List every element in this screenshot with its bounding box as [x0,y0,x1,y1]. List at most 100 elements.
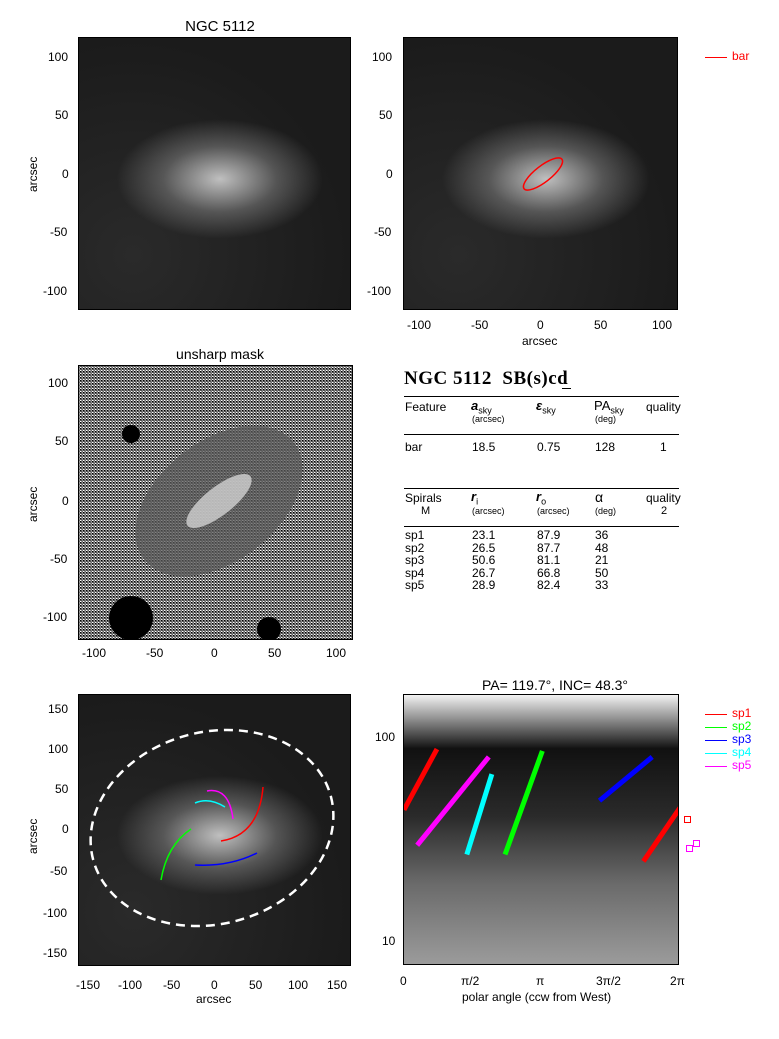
table-rule-3 [404,488,679,489]
bar-row-a: 18.5 [472,440,496,454]
y-tick-mid-left-3: -50 [50,552,68,566]
bar-row-quality: 1 [660,440,667,454]
bar-header-e-sub: sky [542,405,556,416]
bar-header-pa: PAsky [594,398,624,416]
polar-arm-sp4-0 [464,773,495,856]
bar-row-pa: 128 [595,440,616,454]
sp-header-ri: ri [471,489,478,507]
bar-header-a-unit: (arcsec) [472,414,505,424]
legend-label-sp1: sp1 [732,706,752,720]
table-rule-2 [404,434,679,435]
polar-x-tick-2: π [536,974,545,988]
bar-ellipse [522,157,564,191]
polar-y-tick-100: 100 [375,730,396,744]
legend-line-sp2 [705,727,727,728]
sp-header-m: M [421,505,431,517]
sp-header-ro: ro [536,489,546,507]
y-tick-bottom-left-5: -100 [43,906,68,920]
x-tick-mid-left-0: -100 [82,646,107,660]
sp-row-name: sp4 [405,565,425,580]
x-tick-bottom-left-1: -100 [118,978,143,992]
y-tick-bottom-left-2: 50 [55,782,69,796]
sp-header-ro-symbol: r [536,489,542,504]
sp-rows: sp1 23.1 87.9 36 sp2 26.5 87.7 48 sp3 50… [404,529,679,592]
legend-label-sp2: sp2 [732,719,752,733]
sp-row-ri: 23.1 [472,528,496,542]
legend-line-bar [705,57,727,58]
arm-sp5 [206,789,234,820]
sp-header-ro-unit: (arcsec) [537,506,570,516]
x-axis-label-top-right: arcsec [522,334,558,348]
sp-header-quality-value: 2 [661,505,668,517]
polar-plot [403,694,679,965]
galaxy-image-top-right [403,37,678,310]
table-row: sp1 23.1 87.9 36 [404,529,679,542]
legend-line-sp1 [705,714,727,715]
x-tick-top-right-3: 50 [594,318,608,332]
y-tick-mid-left-1: 50 [55,434,69,448]
polar-x-axis-label: polar angle (ccw from West) [462,990,612,1004]
y-tick-bottom-left-6: -150 [43,946,68,960]
x-tick-top-right-1: -50 [471,318,489,332]
panel-title-ngc5112: NGC 5112 [185,18,255,35]
y-tick-top-right-0: 100 [372,50,393,64]
sp-header-ri-symbol: r [471,489,477,504]
polar-plot-title: PA= 119.7°, INC= 48.3° [481,677,629,693]
x-tick-mid-left-4: 100 [326,646,347,660]
y-tick-bottom-left-3: 0 [62,822,69,836]
bar-header-e: εsky [536,398,556,416]
y-tick-mid-left-0: 100 [48,376,69,390]
legend-label-sp5: sp5 [732,758,752,772]
marker-sp1-square [684,816,691,823]
y-tick-top-left-3: -50 [50,225,68,239]
table-row: sp2 26.5 87.7 48 [404,540,679,555]
bar-row-e: 0.75 [537,440,561,454]
bar-header-pa-symbol: PA [594,398,611,413]
sp-header-quality: quality [646,491,681,505]
bar-header-a-symbol: a [471,398,479,413]
x-tick-top-right-0: -100 [407,318,432,332]
arm-sp3 [194,852,258,866]
legend-line-sp4 [705,753,727,754]
table-rule-1 [404,396,679,397]
x-tick-mid-left-3: 50 [268,646,282,660]
y-tick-top-right-2: 0 [386,167,393,181]
table-row: sp4 26.7 66.8 50 [404,565,679,580]
x-tick-top-right-2: 0 [537,318,544,332]
sp-row-ri: 26.7 [472,565,496,580]
y-tick-bottom-left-0: 150 [48,702,69,716]
bar-header-quality: quality [646,400,681,414]
bar-header-feature: Feature [405,400,447,414]
table-row: sp5 28.9 82.4 33 [404,579,679,592]
y-tick-top-left-0: 100 [48,50,69,64]
polar-x-tick-0: 0 [400,974,407,988]
x-tick-mid-left-2: 0 [211,646,218,660]
polar-arm-sp3-0 [597,755,654,803]
sp-row-alpha: 36 [595,528,609,542]
polar-arm-sp1-0 [404,747,440,812]
unsharp-mask-image [78,365,353,640]
table-rule-4 [404,526,679,527]
legend-line-sp3 [705,740,727,741]
x-tick-bottom-left-6: 150 [327,978,348,992]
sp-row-ri: 28.9 [472,578,496,592]
bar-header-a: asky [471,398,492,416]
y-tick-top-left-1: 50 [55,108,69,122]
galaxy-image-top-left [78,37,351,310]
y-tick-top-right-1: 50 [379,108,393,122]
polar-x-tick-4: 2π [670,974,685,988]
y-axis-label-mid-left: arcsec [26,486,40,522]
bar-ellipse-overlay [522,157,564,191]
table-title: NGC 5112 SB(s)cd [404,368,569,389]
sp-row-alpha: 50 [595,565,609,580]
sp-header-ri-unit: (arcsec) [472,506,505,516]
bar-header-pa-sub: sky [610,405,624,416]
galaxy-image-bottom-left [78,694,351,966]
sp-row-ri: 26.5 [472,540,496,555]
x-tick-mid-left-1: -50 [146,646,164,660]
bar-row-feature: bar [405,440,423,454]
polar-arm-sp5-0 [415,755,491,847]
arm-sp4 [194,800,226,808]
polar-arm-sp1-1 [641,806,678,863]
y-tick-bottom-left-4: -50 [50,864,68,878]
